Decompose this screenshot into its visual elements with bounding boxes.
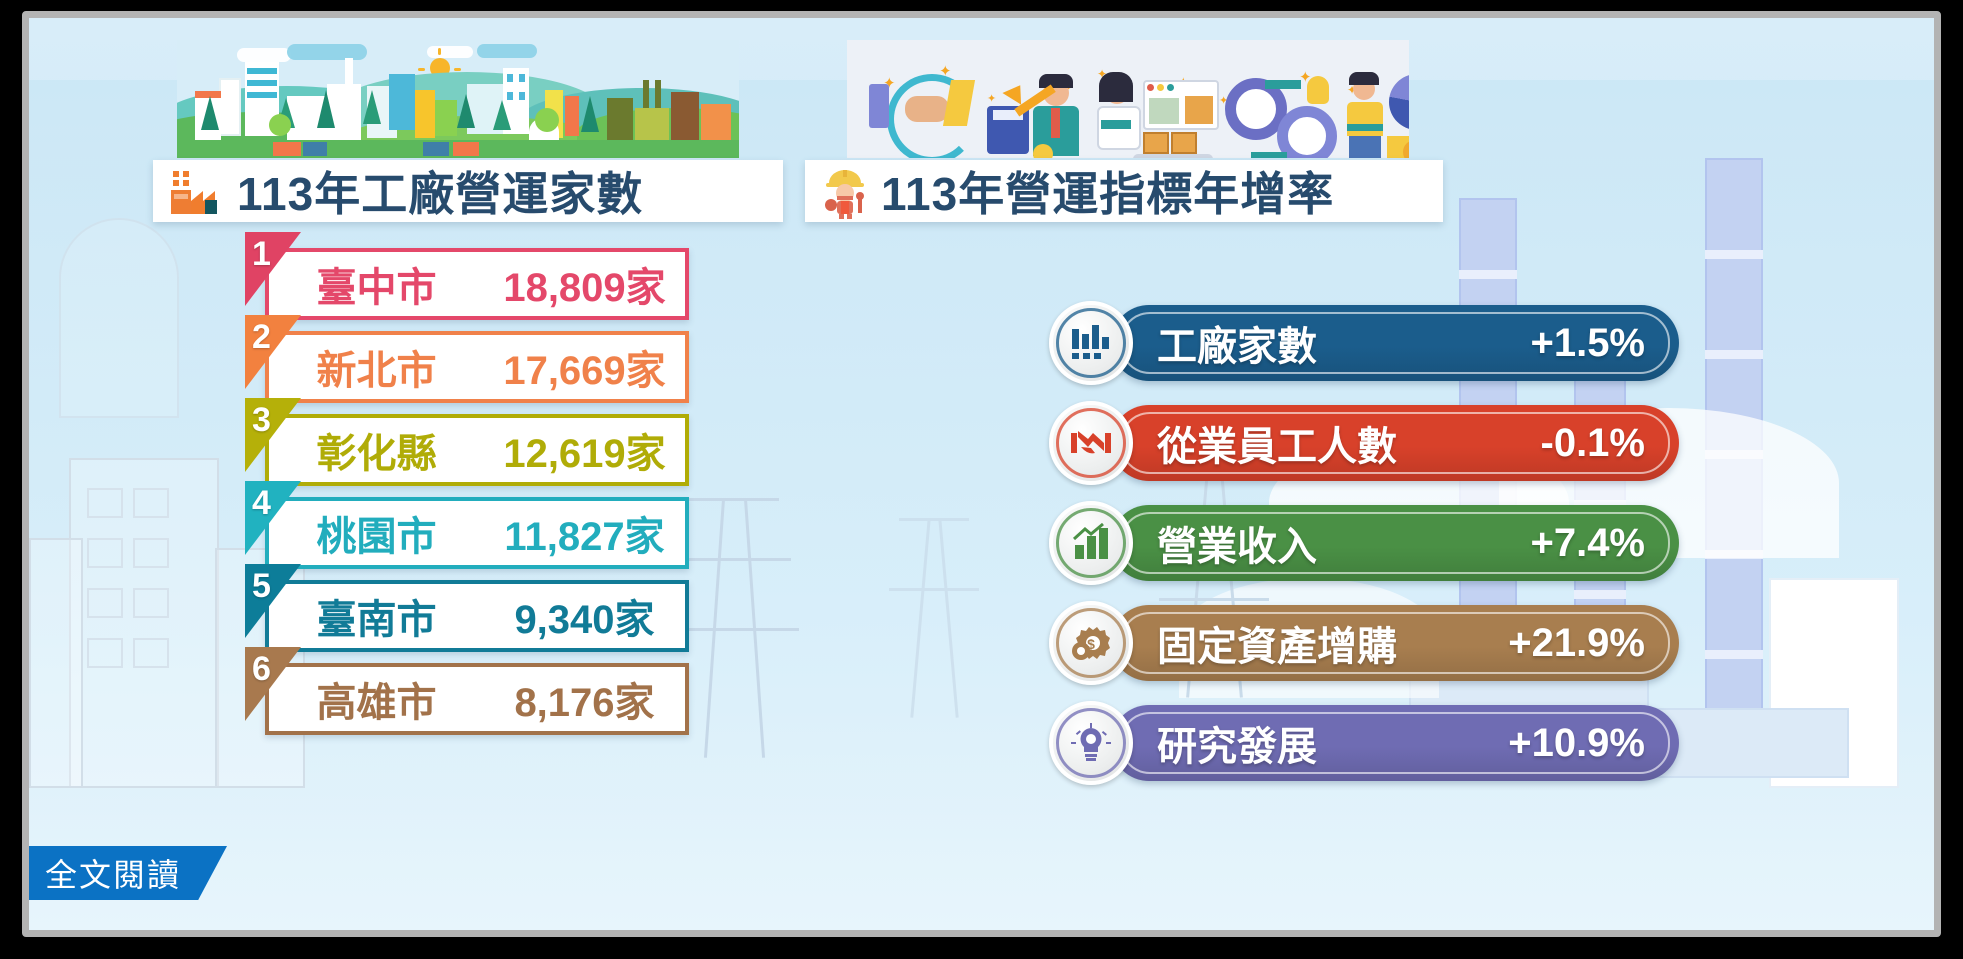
indicator-label: 工廠家數 [1157, 325, 1317, 369]
indicator-row[interactable]: 研究發展 +10.9% [1049, 701, 1679, 785]
factory-count: 9,340家 [514, 598, 655, 642]
handshake-icon [1049, 401, 1133, 485]
indicator-percent: +10.9% [1508, 720, 1645, 765]
ranking-row[interactable]: 5 臺南市 9,340家 [245, 564, 689, 652]
factory-count: 18,809家 [503, 266, 666, 310]
indicator-label: 研究發展 [1157, 725, 1317, 769]
gear-dollar-icon: $ [1049, 601, 1133, 685]
indicator-row[interactable]: 工廠家數 +1.5% [1049, 301, 1679, 385]
indicator-percent: +7.4% [1530, 520, 1645, 565]
indicator-percent: +21.9% [1508, 620, 1645, 665]
rank-number: 6 [252, 650, 271, 688]
indicator-percent: +1.5% [1530, 320, 1645, 365]
ranking-row[interactable]: 3 彰化縣 12,619家 [245, 398, 689, 486]
read-more-label: 全文閱讀 [45, 857, 182, 893]
factory-count: 17,669家 [503, 349, 666, 393]
ranking-row-box: 臺中市 18,809家 [265, 248, 689, 320]
rank-number: 3 [252, 401, 271, 439]
factory-chart-icon [1049, 301, 1133, 385]
indicator-pill: 從業員工人數 -0.1% [1111, 405, 1679, 481]
ranking-row-box: 高雄市 8,176家 [265, 663, 689, 735]
indicator-pill: 研究發展 +10.9% [1111, 705, 1679, 781]
city-name: 高雄市 [316, 681, 437, 725]
infographic-frame: ✦ ✦ ✦ ✦ ✦ ✦ ✦ ✦ ✦ [22, 11, 1941, 937]
rank-number: 1 [252, 235, 271, 273]
factory-count: 11,827家 [504, 515, 665, 559]
city-name: 臺中市 [316, 266, 437, 310]
indicator-row[interactable]: 營業收入 +7.4% [1049, 501, 1679, 585]
rank-number: 5 [252, 567, 271, 605]
city-name: 臺南市 [316, 598, 437, 642]
left-header-illustration [177, 40, 739, 158]
rank-number: 4 [252, 484, 271, 522]
indicator-pill: 工廠家數 +1.5% [1111, 305, 1679, 381]
ranking-row[interactable]: 2 新北市 17,669家 [245, 315, 689, 403]
indicator-row[interactable]: $ 固定資產增購 +21.9% [1049, 601, 1679, 685]
ranking-row-box: 臺南市 9,340家 [265, 580, 689, 652]
right-panel-title-plate: 113年營運指標年增率 [805, 160, 1443, 222]
right-panel-title: 113年營運指標年增率 [881, 168, 1335, 220]
construction-worker-icon [817, 167, 873, 219]
indicator-pill: 營業收入 +7.4% [1111, 505, 1679, 581]
indicator-label: 營業收入 [1157, 525, 1317, 569]
ranking-row-box: 彰化縣 12,619家 [265, 414, 689, 486]
ranking-row[interactable]: 1 臺中市 18,809家 [245, 232, 689, 320]
left-panel-title-plate: 113年工廠營運家數 [153, 160, 783, 222]
factory-count: 12,619家 [503, 432, 666, 476]
ranking-row[interactable]: 6 高雄市 8,176家 [245, 647, 689, 735]
ranking-row-box: 新北市 17,669家 [265, 331, 689, 403]
city-name: 桃園市 [316, 515, 437, 559]
ranking-row-box: 桃園市 11,827家 [265, 497, 689, 569]
right-header-illustration: ✦ ✦ ✦ ✦ ✦ ✦ ✦ ✦ ✦ [847, 40, 1409, 158]
ranking-row[interactable]: 4 桃園市 11,827家 [245, 481, 689, 569]
lightbulb-gear-icon [1049, 701, 1133, 785]
indicator-label: 從業員工人數 [1157, 425, 1397, 469]
indicator-percent: -0.1% [1540, 420, 1646, 465]
left-panel-title: 113年工廠營運家數 [237, 168, 644, 220]
factory-count: 8,176家 [514, 681, 655, 725]
indicator-row[interactable]: 從業員工人數 -0.1% [1049, 401, 1679, 485]
indicator-pill: 固定資產增購 +21.9% [1111, 605, 1679, 681]
indicator-label: 固定資產增購 [1157, 625, 1397, 669]
city-name: 彰化縣 [316, 432, 437, 476]
city-name: 新北市 [316, 349, 437, 393]
rank-number: 2 [252, 318, 271, 356]
bar-chart-icon [1049, 501, 1133, 585]
factory-icon [167, 167, 229, 215]
read-more-button[interactable]: 全文閱讀 [29, 846, 228, 900]
